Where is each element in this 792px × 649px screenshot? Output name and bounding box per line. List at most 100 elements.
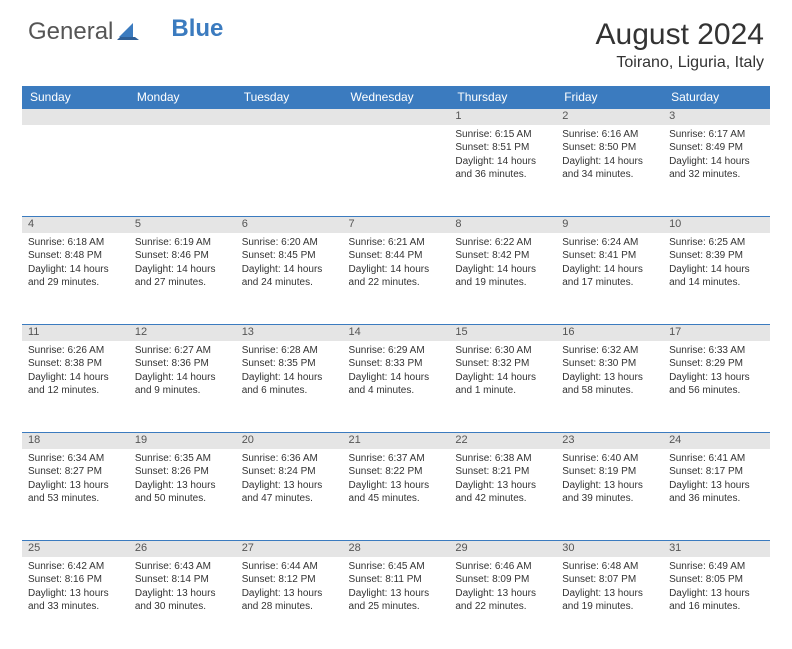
day-number-cell: 8 <box>449 217 556 233</box>
day-number-cell: 28 <box>343 541 450 557</box>
day-number-cell: 26 <box>129 541 236 557</box>
sunrise-text: Sunrise: 6:30 AM <box>455 344 550 358</box>
day-content-cell: Sunrise: 6:40 AMSunset: 8:19 PMDaylight:… <box>556 449 663 541</box>
day-number-cell: 4 <box>22 217 129 233</box>
calendar-table: Sunday Monday Tuesday Wednesday Thursday… <box>22 86 770 649</box>
day-number-cell: 25 <box>22 541 129 557</box>
day-content-cell: Sunrise: 6:38 AMSunset: 8:21 PMDaylight:… <box>449 449 556 541</box>
weekday-header: Monday <box>129 86 236 109</box>
sunrise-text: Sunrise: 6:46 AM <box>455 560 550 574</box>
sunrise-text: Sunrise: 6:33 AM <box>669 344 764 358</box>
sunset-text: Sunset: 8:42 PM <box>455 249 550 263</box>
daylight-text: Daylight: 13 hours and 50 minutes. <box>135 479 230 506</box>
brand-logo: General Blue <box>28 18 223 46</box>
day-number-cell: 15 <box>449 325 556 341</box>
daylight-text: Daylight: 14 hours and 32 minutes. <box>669 155 764 182</box>
sunset-text: Sunset: 8:14 PM <box>135 573 230 587</box>
sunrise-text: Sunrise: 6:40 AM <box>562 452 657 466</box>
day-number-cell: 5 <box>129 217 236 233</box>
sunrise-text: Sunrise: 6:45 AM <box>349 560 444 574</box>
sunset-text: Sunset: 8:27 PM <box>28 465 123 479</box>
brand-sail-icon <box>117 20 139 45</box>
daylight-text: Daylight: 14 hours and 9 minutes. <box>135 371 230 398</box>
sunrise-text: Sunrise: 6:29 AM <box>349 344 444 358</box>
sunrise-text: Sunrise: 6:16 AM <box>562 128 657 142</box>
sunset-text: Sunset: 8:35 PM <box>242 357 337 371</box>
day-number-cell: 31 <box>663 541 770 557</box>
day-number-cell: 14 <box>343 325 450 341</box>
day-content-cell: Sunrise: 6:49 AMSunset: 8:05 PMDaylight:… <box>663 557 770 649</box>
daylight-text: Daylight: 14 hours and 29 minutes. <box>28 263 123 290</box>
sunset-text: Sunset: 8:38 PM <box>28 357 123 371</box>
day-content-cell: Sunrise: 6:42 AMSunset: 8:16 PMDaylight:… <box>22 557 129 649</box>
day-content-cell: Sunrise: 6:26 AMSunset: 8:38 PMDaylight:… <box>22 341 129 433</box>
daylight-text: Daylight: 13 hours and 22 minutes. <box>455 587 550 614</box>
daylight-text: Daylight: 13 hours and 19 minutes. <box>562 587 657 614</box>
weekday-header: Thursday <box>449 86 556 109</box>
sunrise-text: Sunrise: 6:32 AM <box>562 344 657 358</box>
daylight-text: Daylight: 13 hours and 16 minutes. <box>669 587 764 614</box>
day-number-cell <box>22 109 129 125</box>
day-number-cell: 6 <box>236 217 343 233</box>
day-content-cell <box>236 125 343 217</box>
day-content-cell: Sunrise: 6:46 AMSunset: 8:09 PMDaylight:… <box>449 557 556 649</box>
weekday-header: Wednesday <box>343 86 450 109</box>
day-number-row: 18192021222324 <box>22 433 770 449</box>
daylight-text: Daylight: 14 hours and 12 minutes. <box>28 371 123 398</box>
day-content-cell: Sunrise: 6:34 AMSunset: 8:27 PMDaylight:… <box>22 449 129 541</box>
day-content-cell: Sunrise: 6:33 AMSunset: 8:29 PMDaylight:… <box>663 341 770 433</box>
title-block: August 2024 Toirano, Liguria, Italy <box>596 18 764 72</box>
day-content-row: Sunrise: 6:26 AMSunset: 8:38 PMDaylight:… <box>22 341 770 433</box>
month-title: August 2024 <box>596 18 764 52</box>
sunrise-text: Sunrise: 6:19 AM <box>135 236 230 250</box>
day-number-row: 25262728293031 <box>22 541 770 557</box>
sunrise-text: Sunrise: 6:48 AM <box>562 560 657 574</box>
day-number-cell: 12 <box>129 325 236 341</box>
day-number-cell <box>236 109 343 125</box>
day-content-cell: Sunrise: 6:35 AMSunset: 8:26 PMDaylight:… <box>129 449 236 541</box>
day-number-cell: 19 <box>129 433 236 449</box>
page-header: General Blue August 2024 Toirano, Liguri… <box>0 0 792 78</box>
weekday-header: Tuesday <box>236 86 343 109</box>
weekday-header-row: Sunday Monday Tuesday Wednesday Thursday… <box>22 86 770 109</box>
day-content-cell: Sunrise: 6:21 AMSunset: 8:44 PMDaylight:… <box>343 233 450 325</box>
sunset-text: Sunset: 8:11 PM <box>349 573 444 587</box>
weekday-header: Friday <box>556 86 663 109</box>
day-content-cell: Sunrise: 6:37 AMSunset: 8:22 PMDaylight:… <box>343 449 450 541</box>
day-content-cell <box>22 125 129 217</box>
day-content-cell: Sunrise: 6:25 AMSunset: 8:39 PMDaylight:… <box>663 233 770 325</box>
sunrise-text: Sunrise: 6:43 AM <box>135 560 230 574</box>
sunrise-text: Sunrise: 6:21 AM <box>349 236 444 250</box>
day-content-cell: Sunrise: 6:44 AMSunset: 8:12 PMDaylight:… <box>236 557 343 649</box>
daylight-text: Daylight: 14 hours and 1 minute. <box>455 371 550 398</box>
day-content-cell: Sunrise: 6:18 AMSunset: 8:48 PMDaylight:… <box>22 233 129 325</box>
sunset-text: Sunset: 8:12 PM <box>242 573 337 587</box>
day-content-cell: Sunrise: 6:20 AMSunset: 8:45 PMDaylight:… <box>236 233 343 325</box>
day-number-cell: 23 <box>556 433 663 449</box>
day-number-cell: 21 <box>343 433 450 449</box>
sunset-text: Sunset: 8:36 PM <box>135 357 230 371</box>
sunset-text: Sunset: 8:24 PM <box>242 465 337 479</box>
sunrise-text: Sunrise: 6:18 AM <box>28 236 123 250</box>
sunset-text: Sunset: 8:32 PM <box>455 357 550 371</box>
day-content-cell <box>343 125 450 217</box>
sunrise-text: Sunrise: 6:20 AM <box>242 236 337 250</box>
day-content-cell: Sunrise: 6:30 AMSunset: 8:32 PMDaylight:… <box>449 341 556 433</box>
daylight-text: Daylight: 13 hours and 25 minutes. <box>349 587 444 614</box>
daylight-text: Daylight: 14 hours and 24 minutes. <box>242 263 337 290</box>
sunset-text: Sunset: 8:49 PM <box>669 141 764 155</box>
day-content-cell: Sunrise: 6:45 AMSunset: 8:11 PMDaylight:… <box>343 557 450 649</box>
daylight-text: Daylight: 13 hours and 47 minutes. <box>242 479 337 506</box>
daylight-text: Daylight: 14 hours and 6 minutes. <box>242 371 337 398</box>
sunrise-text: Sunrise: 6:27 AM <box>135 344 230 358</box>
day-number-cell: 16 <box>556 325 663 341</box>
day-content-cell: Sunrise: 6:17 AMSunset: 8:49 PMDaylight:… <box>663 125 770 217</box>
day-number-row: 11121314151617 <box>22 325 770 341</box>
sunset-text: Sunset: 8:44 PM <box>349 249 444 263</box>
day-number-cell: 1 <box>449 109 556 125</box>
day-content-row: Sunrise: 6:34 AMSunset: 8:27 PMDaylight:… <box>22 449 770 541</box>
daylight-text: Daylight: 13 hours and 56 minutes. <box>669 371 764 398</box>
sunrise-text: Sunrise: 6:28 AM <box>242 344 337 358</box>
sunset-text: Sunset: 8:33 PM <box>349 357 444 371</box>
weekday-header: Sunday <box>22 86 129 109</box>
